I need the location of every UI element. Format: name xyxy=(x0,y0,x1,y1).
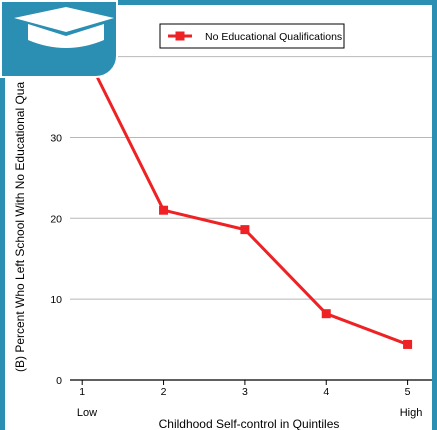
x-low-label: Low xyxy=(77,407,97,419)
y-tick-label-0: 0 xyxy=(56,375,62,387)
logo-badge xyxy=(0,0,118,78)
y-tick-label-10: 10 xyxy=(50,294,62,306)
y-tick-label-20: 20 xyxy=(50,213,62,225)
y-tick-labels: 010203040 xyxy=(50,52,62,387)
legend: No Educational Qualifications xyxy=(159,23,345,49)
data-point-3 xyxy=(240,225,250,235)
axis-ticks xyxy=(81,380,409,385)
data-point-2 xyxy=(159,205,169,215)
legend-marker-swatch xyxy=(175,31,185,41)
x-tick-label-3: 3 xyxy=(242,386,248,398)
x-tick-label-1: 1 xyxy=(79,386,85,398)
graduation-cap-icon xyxy=(14,7,114,48)
x-tick-labels: 1 2 3 4 5 xyxy=(79,386,410,398)
x-high-label: High xyxy=(400,407,423,419)
series-layer xyxy=(77,42,413,349)
x-tick-label-5: 5 xyxy=(405,386,411,398)
legend-label: No Educational Qualifications xyxy=(205,31,342,43)
x-tick-label-4: 4 xyxy=(323,386,329,398)
series-line-0 xyxy=(80,46,409,346)
data-point-4 xyxy=(321,309,331,319)
y-tick-label-30: 30 xyxy=(50,132,62,144)
y-axis-title: (B) Percent Who Left School With No Educ… xyxy=(13,82,27,372)
gridlines xyxy=(70,56,432,300)
x-axis-title: Childhood Self-control in Quintiles xyxy=(159,417,340,430)
x-tick-label-2: 2 xyxy=(161,386,167,398)
data-point-5 xyxy=(403,339,413,349)
